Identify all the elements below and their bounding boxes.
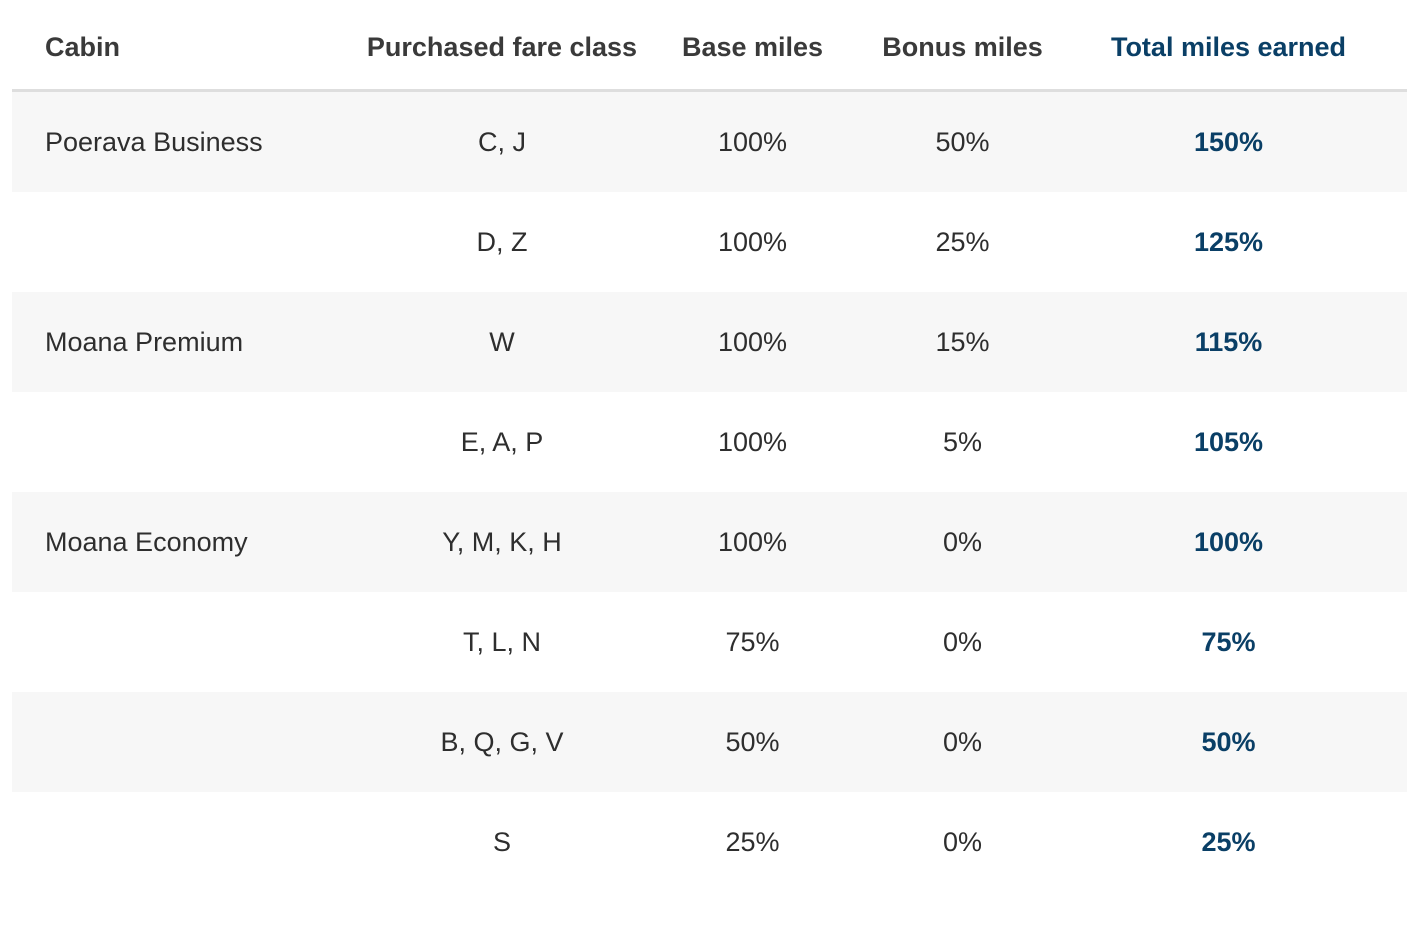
base-miles-cell: 100%: [717, 226, 788, 257]
table-row: Moana Economy Y, M, K, H 100% 0% 100%: [12, 492, 1407, 592]
table-row: S 25% 0% 25%: [12, 792, 1407, 892]
bonus-miles-cell: 0%: [942, 626, 983, 657]
miles-earning-table: Cabin Purchased fare class Base miles Bo…: [12, 0, 1407, 892]
header-cabin: Cabin: [45, 32, 121, 62]
header-bonus-miles: Bonus miles: [882, 32, 1043, 62]
bonus-miles-cell: 0%: [942, 826, 983, 857]
header-total-miles: Total miles earned: [1110, 32, 1347, 62]
fare-class-cell: W: [489, 326, 515, 357]
fare-class-cell: C, J: [477, 126, 526, 157]
fare-class-cell: B, Q, G, V: [440, 726, 564, 757]
total-miles-cell: 25%: [1201, 826, 1256, 857]
base-miles-cell: 25%: [725, 826, 780, 857]
table-row: D, Z 100% 25% 125%: [12, 192, 1407, 292]
base-miles-cell: 100%: [717, 526, 788, 557]
fare-class-cell: D, Z: [476, 226, 528, 257]
table-row: B, Q, G, V 50% 0% 50%: [12, 692, 1407, 792]
total-miles-cell: 75%: [1201, 626, 1256, 657]
bonus-miles-cell: 0%: [942, 726, 983, 757]
total-miles-cell: 150%: [1193, 126, 1264, 157]
bonus-miles-cell: 25%: [935, 226, 990, 257]
base-miles-cell: 100%: [717, 126, 788, 157]
fare-class-cell: T, L, N: [462, 626, 542, 657]
table-row: T, L, N 75% 0% 75%: [12, 592, 1407, 692]
table-row: E, A, P 100% 5% 105%: [12, 392, 1407, 492]
header-base-miles: Base miles: [681, 32, 824, 62]
fare-class-cell: S: [492, 826, 511, 857]
cabin-cell: Poerava Business: [45, 126, 263, 157]
table-row: Poerava Business C, J 100% 50% 150%: [12, 92, 1407, 192]
total-miles-cell: 100%: [1193, 526, 1264, 557]
bonus-miles-cell: 15%: [935, 326, 990, 357]
base-miles-cell: 100%: [717, 426, 788, 457]
base-miles-cell: 100%: [717, 326, 788, 357]
base-miles-cell: 75%: [725, 626, 780, 657]
table-row: Moana Premium W 100% 15% 115%: [12, 292, 1407, 392]
bonus-miles-cell: 0%: [942, 526, 983, 557]
total-miles-cell: 50%: [1201, 726, 1256, 757]
cabin-cell: Moana Economy: [45, 526, 248, 557]
fare-class-cell: E, A, P: [460, 426, 544, 457]
total-miles-cell: 125%: [1193, 226, 1264, 257]
cabin-cell: Moana Premium: [45, 326, 244, 357]
table-header-row: Cabin Purchased fare class Base miles Bo…: [12, 0, 1407, 92]
bonus-miles-cell: 5%: [942, 426, 983, 457]
total-miles-cell: 105%: [1193, 426, 1264, 457]
bonus-miles-cell: 50%: [935, 126, 990, 157]
total-miles-cell: 115%: [1194, 326, 1263, 357]
header-fare-class: Purchased fare class: [366, 32, 638, 62]
base-miles-cell: 50%: [725, 726, 780, 757]
fare-class-cell: Y, M, K, H: [442, 526, 562, 557]
